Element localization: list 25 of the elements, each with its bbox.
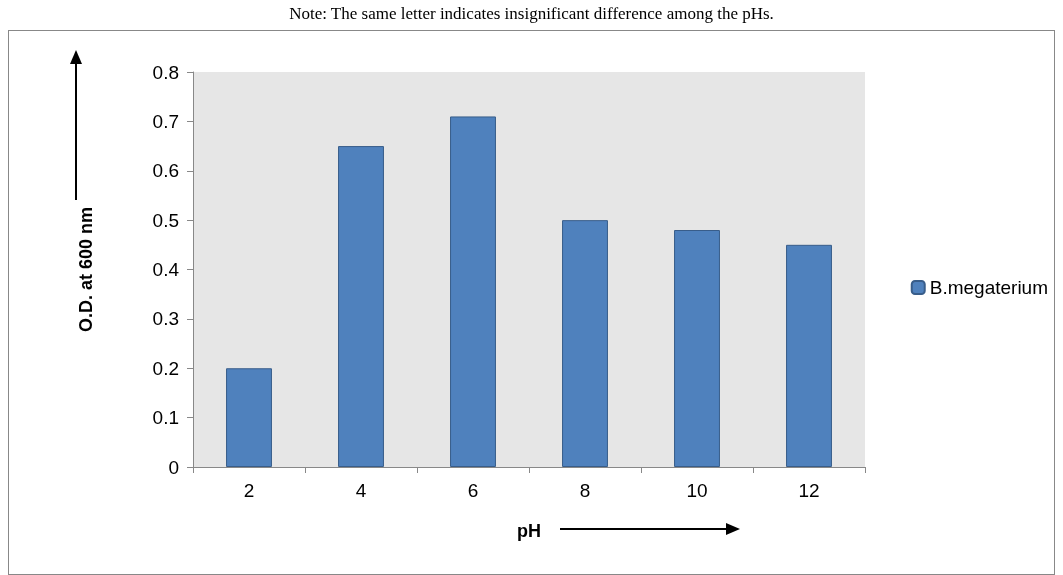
bar [338,146,384,467]
x-tick-label: 2 [243,480,255,501]
bar [674,230,720,467]
y-tick-label: 0.4 [152,259,180,280]
x-tick-label: 10 [686,480,708,501]
y-tick-label: 0.8 [152,61,179,83]
legend-label: B.megaterium [929,277,1049,298]
bar [226,368,272,467]
y-tick-label: 0.3 [152,308,179,330]
x-tick-label: 8 [579,480,591,501]
x-tick-label: 4 [355,480,367,501]
y-tick-label: 0.5 [152,209,179,231]
x-axis-title: pH [517,521,541,541]
x-tick-label: 12 [798,480,820,501]
text: Note: The same letter indicates insignificant difference among the pHs. [288,4,775,24]
x-tick-label: 6 [467,480,479,501]
bar [562,220,608,467]
y-axis-title: O.D. at 600 nm [76,206,96,333]
y-tick-label: 0.2 [152,357,179,379]
bar [786,244,832,467]
bar [450,116,496,467]
y-tick-label: 0.1 [152,407,179,429]
y-tick-label: 0.7 [152,110,179,132]
y-tick-label: 0 [168,456,179,478]
y-tick-label: 0.6 [152,160,179,182]
